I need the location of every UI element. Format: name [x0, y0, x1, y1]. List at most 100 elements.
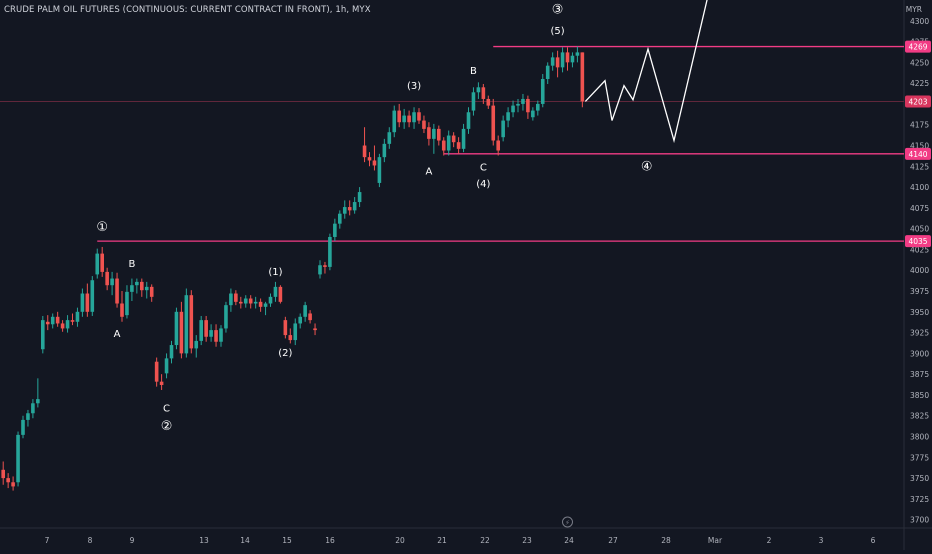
wave-label: A — [114, 329, 121, 340]
price-tick-label: 3750 — [910, 474, 929, 483]
candle-body — [516, 103, 520, 106]
candle-body — [446, 135, 451, 151]
candle-body — [154, 361, 159, 382]
candle-body — [407, 115, 411, 123]
candle-body — [149, 286, 154, 297]
candle-body — [278, 286, 283, 302]
candle-body — [328, 236, 332, 267]
price-tick-label: 4100 — [910, 183, 929, 192]
candle-body — [432, 128, 436, 139]
wave-label: B — [128, 259, 135, 270]
currency-label: MYR — [905, 5, 922, 14]
candle-body — [382, 143, 387, 158]
candle-body — [219, 328, 223, 342]
candle-body — [184, 295, 189, 354]
wave-label: ① — [96, 220, 108, 235]
price-level-tag — [905, 235, 931, 248]
candle-body — [555, 57, 560, 68]
time-tick-label: 16 — [325, 536, 335, 545]
price-tick-label: 4250 — [910, 58, 929, 67]
chart-title: CRUDE PALM OIL FUTURES (CONTINUOUS: CURR… — [4, 5, 371, 15]
candle-body — [224, 305, 228, 329]
candle-body — [437, 128, 441, 141]
candle-body — [36, 399, 40, 404]
candle-body — [11, 482, 15, 487]
candle-body — [303, 305, 307, 317]
candle-body — [461, 128, 466, 149]
candle-body — [501, 120, 505, 138]
candle-body — [288, 335, 293, 341]
candle-body — [352, 202, 357, 211]
candle-body — [50, 316, 55, 325]
candle-body — [476, 87, 481, 93]
candle-body — [511, 105, 515, 113]
candle-body — [496, 140, 500, 151]
candle-body — [243, 298, 248, 304]
candle-body — [194, 340, 199, 349]
time-tick-label: 20 — [395, 536, 405, 545]
wave-label: (1) — [268, 267, 282, 278]
candle-body — [253, 301, 258, 304]
price-tick-label: 3700 — [910, 516, 929, 525]
candle-body — [526, 98, 530, 113]
candle-body — [85, 293, 90, 312]
candle-body — [189, 295, 194, 349]
wave-label: (2) — [278, 348, 292, 359]
wave-label: (5) — [551, 26, 565, 37]
candle-body — [323, 265, 327, 267]
candle-body — [45, 321, 50, 325]
price-tick-label: 3950 — [910, 308, 929, 317]
time-tick-label: 28 — [661, 536, 671, 545]
candle-body — [422, 120, 426, 129]
candle-body — [313, 328, 317, 331]
candle-body — [75, 311, 80, 322]
candle-body — [70, 320, 75, 322]
candle-body — [362, 145, 367, 158]
candle-body — [456, 142, 461, 149]
candle-body — [575, 52, 580, 56]
wave-label: C — [163, 404, 170, 415]
time-tick-label: 15 — [282, 536, 292, 545]
candle-body — [580, 52, 585, 102]
time-tick-label: 3 — [819, 536, 824, 545]
price-tick-label: 3825 — [910, 412, 929, 421]
candle-body — [536, 103, 540, 111]
candle-body — [204, 320, 208, 337]
price-level-tag-label: 4140 — [908, 150, 927, 159]
candle-body — [342, 207, 347, 214]
candle-body — [397, 110, 401, 123]
candle-body — [308, 313, 312, 321]
candle-body — [26, 413, 30, 420]
candle-body — [486, 98, 491, 106]
candle-body — [234, 293, 238, 302]
candle-body — [164, 358, 169, 374]
candle-body — [491, 105, 496, 141]
wave-label: ③ — [552, 2, 564, 17]
candle-body — [367, 157, 372, 161]
price-tick-label: 3925 — [910, 329, 929, 338]
candle-body — [427, 127, 431, 139]
candle-body — [293, 323, 298, 341]
price-tick-label: 4300 — [910, 17, 929, 26]
candle-body — [65, 320, 70, 329]
candle-body — [55, 316, 60, 324]
wave-label: A — [425, 167, 432, 178]
candle-body — [347, 207, 352, 211]
price-level-tag-label: 4203 — [908, 97, 927, 106]
candle-body — [318, 265, 322, 275]
candle-body — [451, 135, 456, 143]
candle-body — [209, 330, 213, 337]
time-tick-label: 27 — [608, 536, 618, 545]
candle-body — [248, 298, 253, 304]
candle-body — [471, 92, 476, 111]
candle-body — [387, 132, 392, 144]
candle-body — [357, 192, 362, 203]
price-tick-label: 3850 — [910, 391, 929, 400]
candle-body — [258, 301, 263, 307]
candle-body — [60, 323, 65, 329]
candle-body — [560, 52, 565, 68]
candle-body — [6, 478, 10, 483]
elliott-wave-projection — [584, 0, 708, 144]
